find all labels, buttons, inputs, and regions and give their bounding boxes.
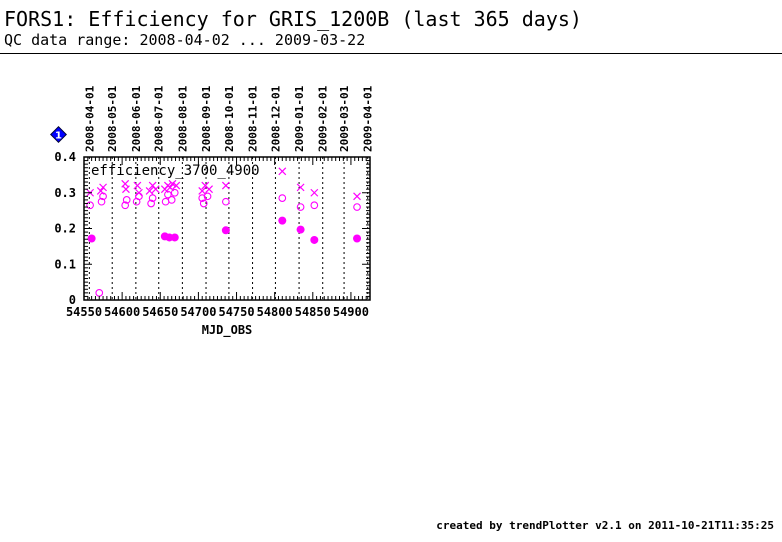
date-marker-label: 2008-05-01 [106,85,119,152]
filled-circle-marker [296,225,305,234]
cross-marker [353,192,361,201]
y-tick-label: 0 [69,293,76,307]
open-circle-marker [95,289,104,297]
page-title: FORS1: Efficiency for GRIS_1200B (last 3… [4,7,582,31]
y-tick-label: 0.1 [54,257,76,271]
open-circle-marker [222,197,230,206]
cross-stroke [166,183,175,192]
cross-marker [145,187,154,195]
x-tick-label: 54750 [218,305,254,319]
cross-marker [121,179,130,188]
cross-stroke [99,183,107,192]
cross-marker [99,183,107,192]
open-circle-marker [97,197,106,206]
date-marker-label: 2008-09-01 [200,85,213,152]
cross-stroke [145,187,154,195]
date-marker-label: 2009-01-01 [293,85,306,152]
date-marker-label: 2008-11-01 [247,85,260,152]
cross-stroke [353,192,361,201]
cross-stroke [278,167,287,176]
cross-marker [205,185,214,194]
filled-circle-marker [221,226,230,235]
y-tick-labels: 0 0.1 0.2 0.3 0.4 [54,150,76,307]
open-circle-marker [198,194,207,202]
date-marker-label: 2009-04-01 [362,85,375,152]
x-tick-label: 54600 [104,305,140,319]
cross-marker [310,188,319,197]
cross-stroke [121,179,130,188]
x-tick-label: 54550 [66,305,102,319]
month-date-labels: 2008-04-01 2008-05-01 2008-06-01 2008-07-01… [83,85,374,152]
info-badge-diamond [50,126,67,143]
open-circle-marker [148,194,157,202]
open-circle-marker [167,196,176,204]
open-circle-marker [86,201,94,210]
open-circle-marker [353,203,361,211]
cross-stroke [151,185,160,194]
cross-marker [151,185,160,194]
cross-stroke [198,187,207,195]
x-tick-labels: 54550 54600 54650 54700 54750 54800 54850 54900 [66,305,369,319]
qc-data-range: QC data range: 2008-04-02 ... 2009-03-22 [4,31,366,49]
cross-marker [172,181,181,190]
y-tick-label: 0.2 [54,222,76,236]
date-marker-label: 2008-12-01 [269,85,282,152]
header-divider [0,53,782,54]
x-tick-label: 54700 [180,305,216,319]
cross-stroke [168,179,177,188]
cross-stroke [172,181,181,190]
date-marker-label: 2008-08-01 [176,85,189,152]
date-marker-label: 2008-06-01 [130,85,143,152]
x-tick-label: 54650 [142,305,178,319]
cross-stroke [296,183,305,192]
filled-circle-marker [87,234,96,243]
y-tick-label: 0.3 [54,186,76,200]
open-circle-marker [170,188,179,197]
filled-circle-marker [310,235,319,244]
open-circle-marker [199,199,208,208]
open-circle-marker [296,203,305,211]
date-marker-label: 2008-10-01 [223,85,236,152]
y-tick-label: 0.4 [54,150,76,164]
date-marker-label: 2008-07-01 [153,85,166,152]
x-axis-title: MJD_OBS [202,323,253,338]
cross-marker [278,167,287,176]
date-marker-label: 2009-03-01 [338,85,351,152]
date-marker-label: 2009-02-01 [317,85,330,152]
footer-credit: created by trendPlotter v2.1 on 2011-10-… [436,519,774,532]
axis-ticks [83,156,371,301]
cross-marker [296,183,305,192]
open-circle-marker [122,196,131,204]
cross-marker [198,187,207,195]
cross-marker [168,179,177,188]
cross-stroke [310,188,319,197]
info-badge-label: 1 [55,131,62,142]
open-circle-marker [203,192,212,201]
filled-circle-marker [170,233,179,242]
cross-marker [133,181,142,190]
data-points [86,167,362,297]
info-badge[interactable]: 1 [50,126,67,143]
filled-circle-marker [278,216,287,225]
open-circle-marker [99,192,107,201]
filled-circle-marker [353,234,362,243]
cross-stroke [201,181,210,190]
open-circle-marker [278,194,287,202]
open-circle-marker [135,192,143,201]
x-tick-label: 54900 [333,305,369,319]
cross-marker [221,181,230,190]
panel-label: efficiency_3700_4900 [91,163,260,179]
open-circle-marker [121,201,130,210]
x-tick-label: 54800 [257,305,293,319]
cross-stroke [221,181,230,190]
x-tick-label: 54850 [295,305,331,319]
cross-stroke [133,181,142,190]
cross-stroke [96,187,105,195]
open-circle-marker [147,199,155,208]
open-circle-marker [164,190,172,199]
open-circle-marker [310,201,319,210]
cross-stroke [205,185,214,194]
date-marker-label: 2008-04-01 [83,85,96,152]
